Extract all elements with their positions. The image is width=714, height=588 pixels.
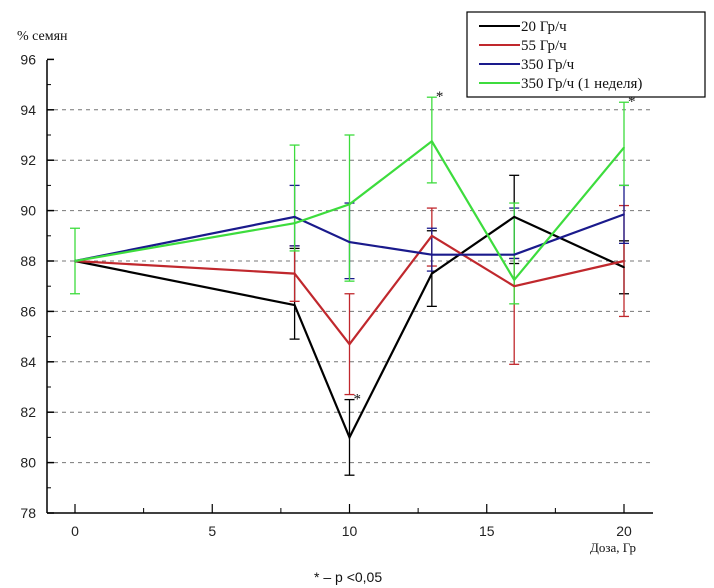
- data-point: [348, 436, 351, 439]
- x-tick-label: 10: [342, 523, 358, 539]
- series-lines: [74, 139, 625, 441]
- significance-star: *: [436, 89, 444, 105]
- data-point: [513, 253, 515, 256]
- x-ticks: 0 5 10 15 20: [71, 504, 632, 539]
- y-tick-label: 78: [20, 505, 36, 521]
- y-tick-label: 82: [20, 404, 36, 420]
- data-point: [513, 279, 515, 281]
- series-line: [74, 215, 625, 441]
- x-tick-label: 15: [479, 523, 495, 539]
- y-tick-label: 94: [20, 102, 36, 118]
- series-line: [74, 139, 625, 282]
- data-point: [513, 216, 515, 218]
- legend-label: 350 Гр/ч: [521, 57, 575, 73]
- y-tick-label: 86: [20, 303, 36, 319]
- significance-star: *: [354, 392, 362, 408]
- data-point: [293, 216, 296, 218]
- legend-label: 20 Гр/ч: [521, 19, 567, 35]
- data-point: [348, 343, 351, 345]
- y-tick-label: 80: [20, 455, 36, 471]
- x-axis-label: Доза, Гр: [590, 540, 636, 555]
- x-tick-label: 5: [208, 523, 216, 539]
- data-point: [623, 146, 625, 149]
- footnote: * – p <0,05: [314, 569, 382, 585]
- data-point: [431, 140, 433, 143]
- annotations: * * *: [354, 89, 636, 407]
- data-point: [623, 260, 625, 262]
- y-tick-label: 92: [20, 152, 36, 168]
- y-axis-label: % семян: [17, 29, 68, 44]
- data-point: [513, 285, 515, 288]
- data-point: [74, 260, 76, 262]
- data-point: [293, 304, 296, 306]
- data-point: [293, 222, 296, 224]
- data-point: [293, 272, 296, 275]
- grid: [54, 109, 653, 464]
- data-point: [623, 213, 625, 216]
- y-ticks: 78 80 82 84 86 88 90 92 94 96: [20, 51, 54, 521]
- x-tick-label: 20: [616, 523, 632, 539]
- series-line: [74, 234, 625, 346]
- significance-star: *: [628, 94, 636, 110]
- legend-label: 55 Гр/ч: [521, 38, 567, 54]
- series-line: [74, 213, 625, 263]
- legend-label: 350 Гр/ч (1 неделя): [521, 76, 642, 92]
- data-point: [431, 272, 433, 275]
- y-tick-label: 90: [20, 203, 36, 219]
- x-tick-label: 0: [71, 523, 79, 539]
- legend: 20 Гр/ч 55 Гр/ч 350 Гр/ч 350 Гр/ч (1 неделя…: [466, 11, 706, 98]
- data-point: [348, 241, 351, 243]
- data-point: [623, 266, 625, 269]
- y-tick-label: 84: [20, 354, 36, 370]
- y-tick-label: 96: [20, 51, 36, 67]
- data-point: [431, 235, 433, 237]
- data-point: [348, 203, 351, 206]
- y-tick-label: 88: [20, 253, 36, 269]
- data-point: [431, 253, 433, 256]
- error-bars: [70, 96, 629, 476]
